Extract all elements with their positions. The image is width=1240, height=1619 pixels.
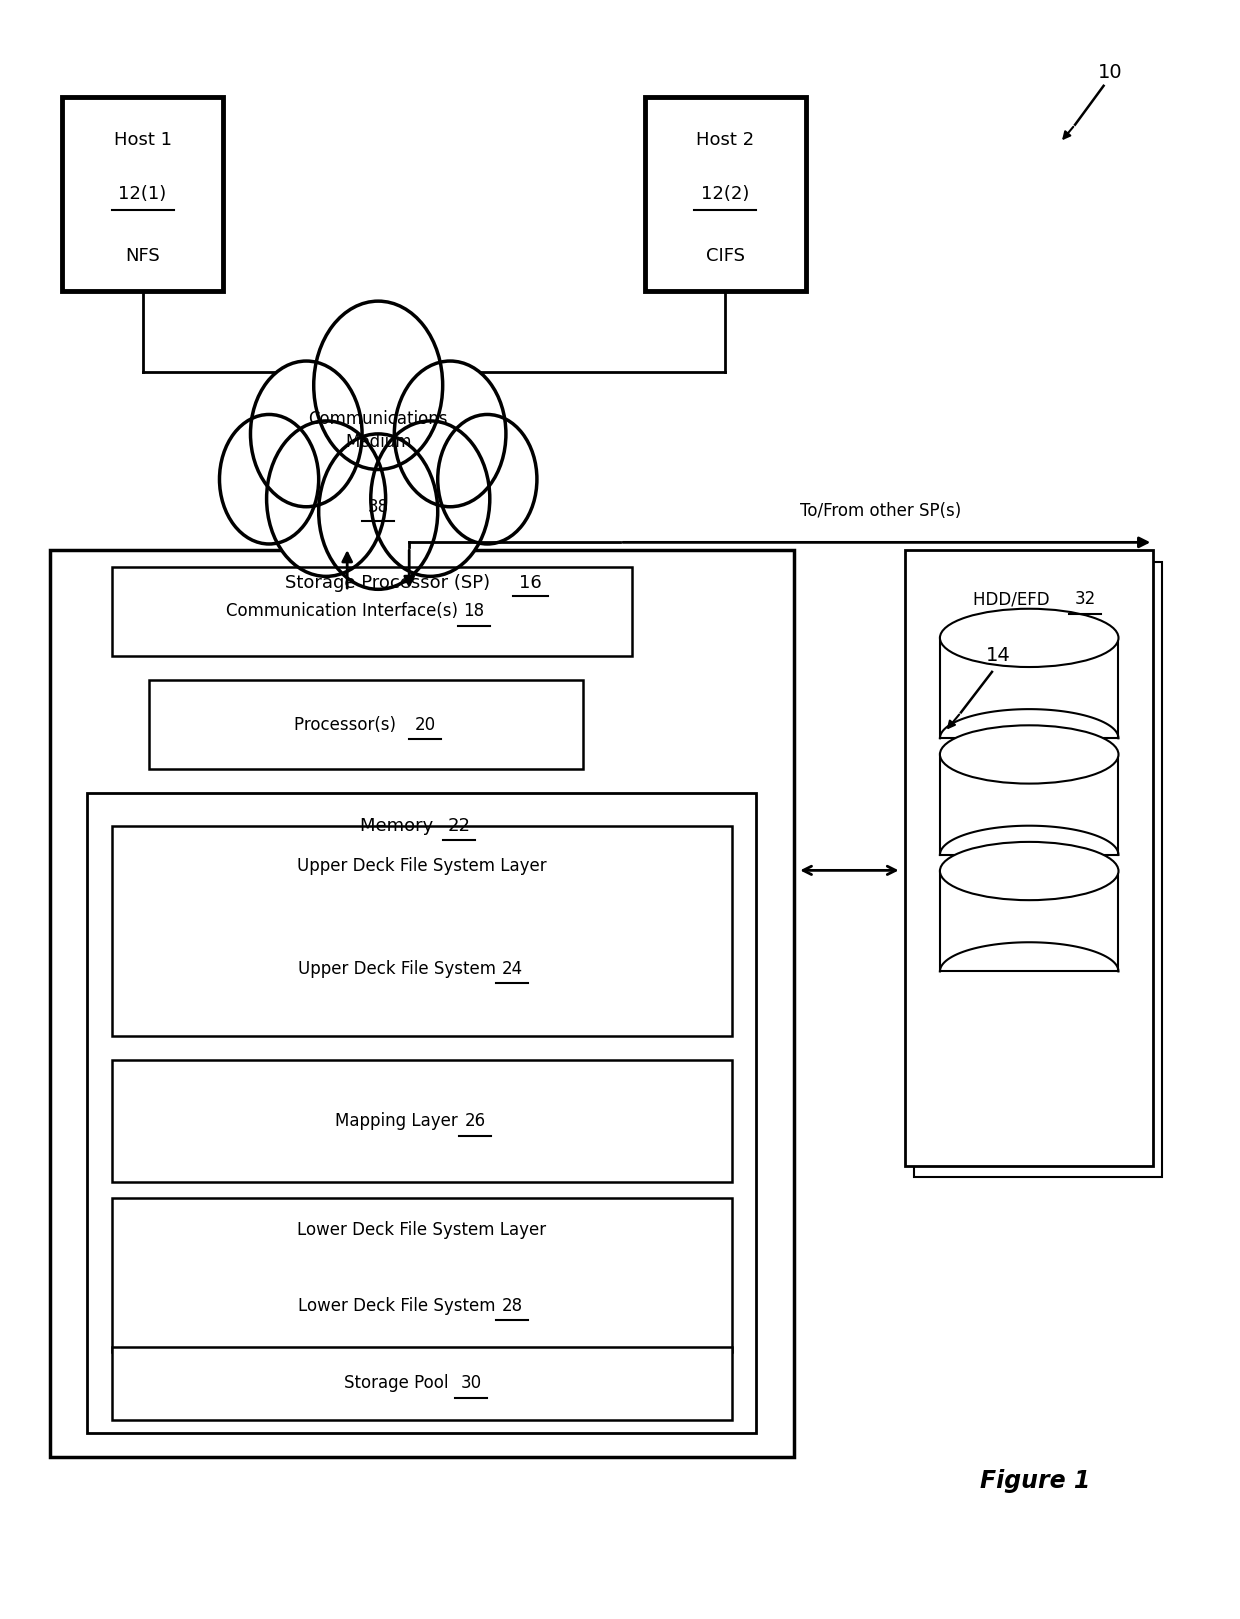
Text: Figure 1: Figure 1 — [980, 1470, 1091, 1493]
Text: Host 2: Host 2 — [697, 131, 754, 149]
Text: Processor(s): Processor(s) — [294, 716, 401, 733]
Ellipse shape — [940, 842, 1118, 900]
Bar — [112, 1060, 732, 1182]
Text: 14: 14 — [986, 646, 1011, 665]
Bar — [940, 754, 1118, 855]
Text: 12(2): 12(2) — [701, 185, 750, 204]
Circle shape — [394, 361, 506, 507]
Circle shape — [319, 434, 438, 589]
Ellipse shape — [940, 725, 1118, 784]
Text: NFS: NFS — [125, 248, 160, 266]
Bar — [905, 550, 1153, 1166]
Text: 18: 18 — [463, 602, 485, 620]
Text: 22: 22 — [448, 816, 470, 835]
Text: Communications
Medium: Communications Medium — [309, 410, 448, 452]
Ellipse shape — [940, 609, 1118, 667]
Bar — [62, 97, 223, 291]
Text: 28: 28 — [501, 1297, 523, 1315]
Text: 20: 20 — [414, 716, 436, 733]
Text: Lower Deck File System Layer: Lower Deck File System Layer — [298, 1221, 546, 1240]
Bar — [940, 638, 1118, 738]
Text: 10: 10 — [1097, 63, 1122, 83]
Text: To/From other SP(s): To/From other SP(s) — [800, 502, 961, 520]
Bar — [940, 871, 1118, 971]
Text: CIFS: CIFS — [706, 248, 745, 266]
Circle shape — [219, 414, 319, 544]
Bar — [87, 793, 756, 1433]
Bar — [112, 1347, 732, 1420]
Bar — [50, 550, 794, 1457]
Text: Storage Pool: Storage Pool — [345, 1375, 454, 1392]
Text: 30: 30 — [460, 1375, 482, 1392]
Text: 12(1): 12(1) — [119, 185, 166, 204]
Bar — [149, 680, 583, 769]
Text: Mapping Layer: Mapping Layer — [335, 1112, 464, 1130]
Bar — [112, 826, 732, 1036]
Text: Memory: Memory — [360, 816, 439, 835]
Text: HDD/EFD: HDD/EFD — [973, 589, 1055, 609]
Circle shape — [371, 421, 490, 576]
Text: Lower Deck File System: Lower Deck File System — [298, 1297, 501, 1315]
Text: Communication Interface(s): Communication Interface(s) — [226, 602, 464, 620]
Circle shape — [438, 414, 537, 544]
Bar — [914, 562, 1162, 1177]
Text: 24: 24 — [501, 960, 523, 978]
Text: 16: 16 — [520, 573, 542, 593]
Text: Upper Deck File System Layer: Upper Deck File System Layer — [296, 856, 547, 876]
Text: 32: 32 — [1074, 589, 1096, 609]
Bar — [112, 567, 632, 656]
Circle shape — [267, 421, 386, 576]
Circle shape — [314, 301, 443, 470]
Text: 26: 26 — [464, 1112, 486, 1130]
Bar — [112, 1198, 732, 1352]
Bar — [645, 97, 806, 291]
Text: Upper Deck File System: Upper Deck File System — [298, 960, 501, 978]
Text: Storage Processor (SP): Storage Processor (SP) — [285, 573, 496, 593]
Text: Host 1: Host 1 — [114, 131, 171, 149]
Circle shape — [250, 361, 362, 507]
Text: 38: 38 — [367, 497, 389, 516]
